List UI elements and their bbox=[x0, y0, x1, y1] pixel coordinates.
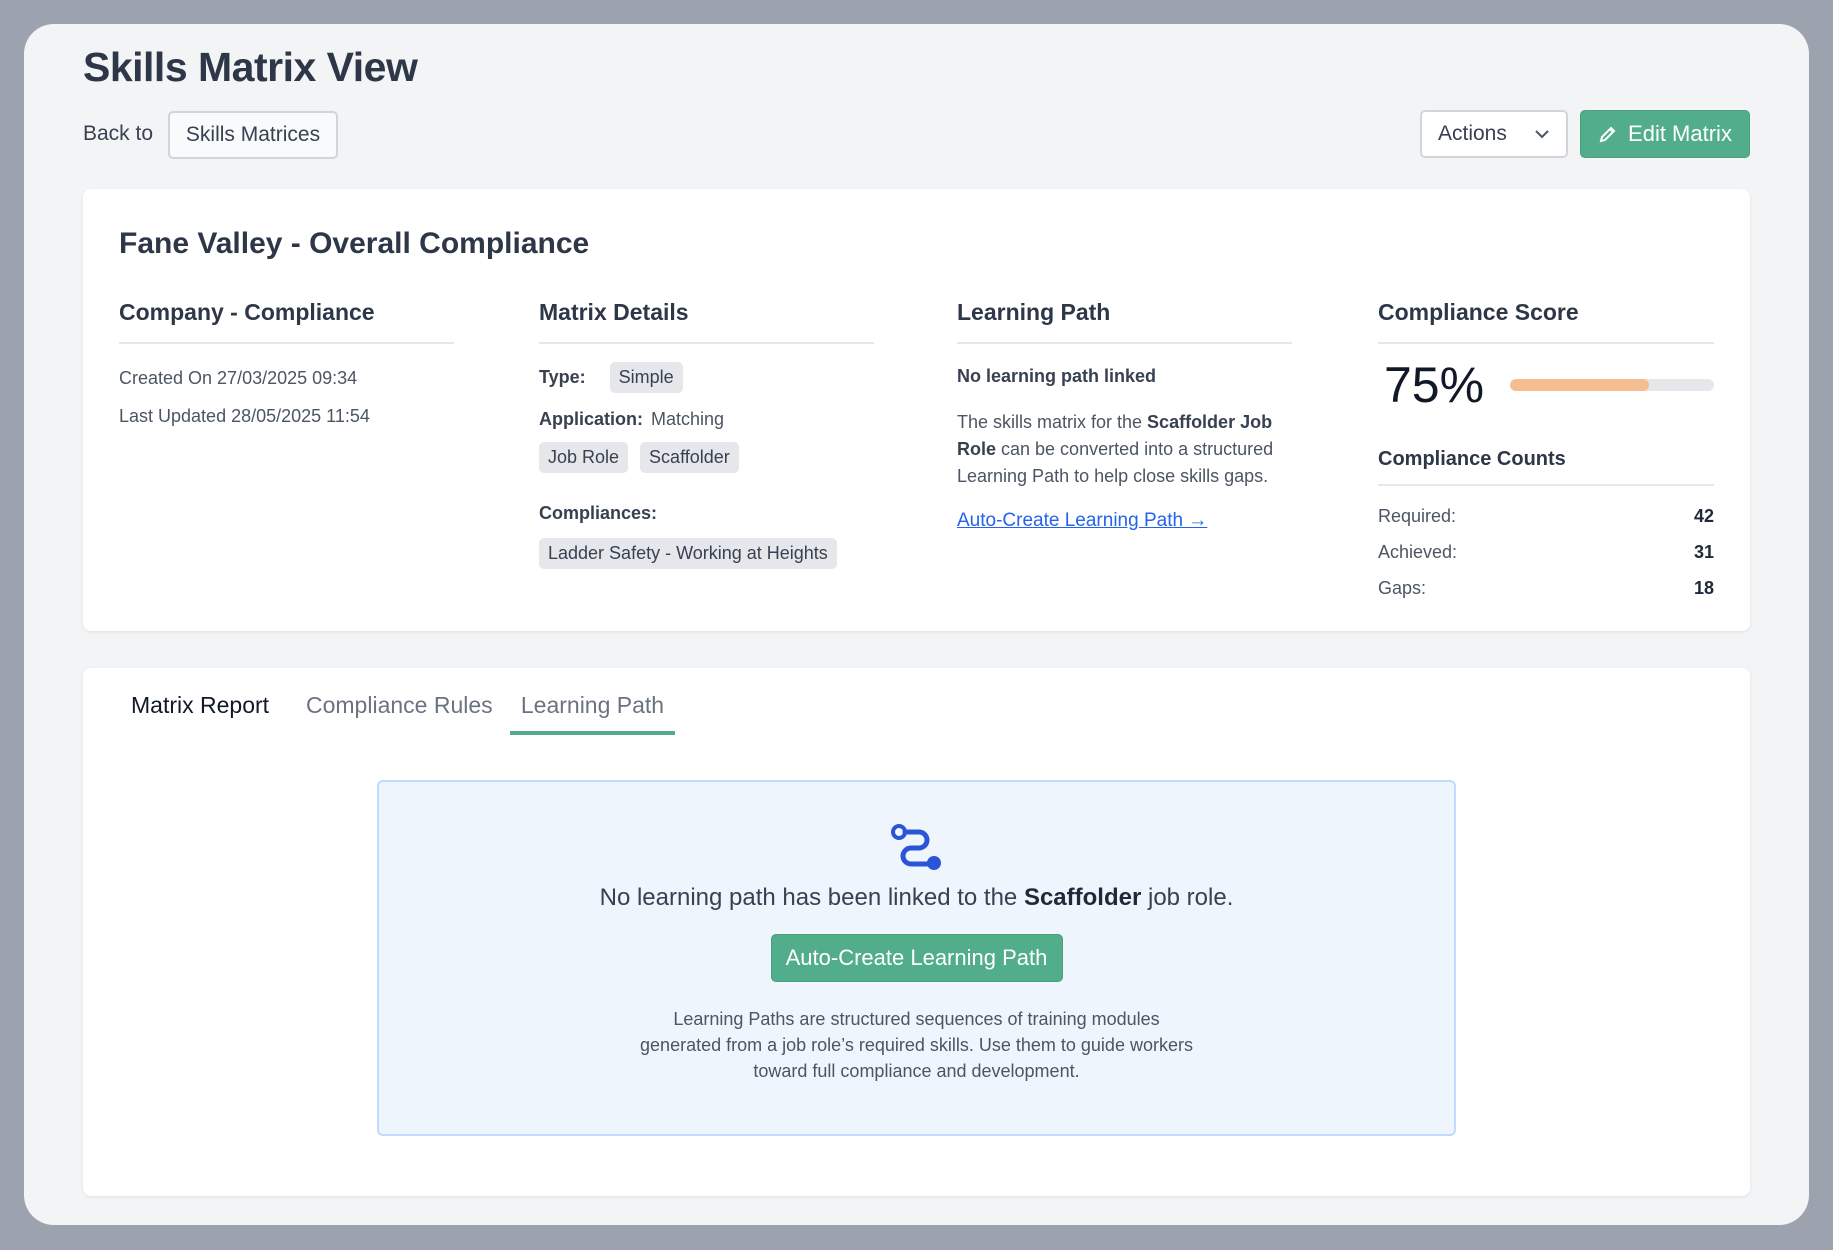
count-achieved: Achieved: 31 bbox=[1378, 534, 1714, 570]
overview-title: Fane Valley - Overall Compliance bbox=[119, 227, 590, 260]
tab-matrix-report[interactable]: Matrix Report bbox=[131, 692, 270, 718]
score-progress-bar bbox=[1510, 379, 1714, 391]
job-role-chip: Job Role bbox=[539, 442, 629, 473]
msg-text: No learning path has been linked to the bbox=[599, 884, 1024, 911]
auto-create-link[interactable]: Auto-Create Learning Path → bbox=[957, 510, 1208, 531]
last-updated: Last Updated 28/05/2025 11:54 bbox=[119, 406, 370, 426]
company-heading: Company - Compliance bbox=[119, 299, 454, 344]
count-value: 18 bbox=[1693, 577, 1714, 598]
chevron-down-icon bbox=[1535, 130, 1549, 139]
score-progress-fill bbox=[1510, 379, 1649, 391]
application-label: Application: bbox=[539, 409, 643, 429]
auto-create-learning-path-button[interactable]: Auto-Create Learning Path bbox=[770, 934, 1063, 982]
edit-matrix-button[interactable]: Edit Matrix bbox=[1580, 110, 1750, 158]
matrix-details-column: Matrix Details Type: Simple Application: M… bbox=[539, 299, 874, 569]
empty-state: No learning path has been linked to the … bbox=[377, 780, 1456, 1136]
tab-compliance-rules[interactable]: Compliance Rules bbox=[306, 692, 493, 718]
actions-dropdown[interactable]: Actions bbox=[1420, 110, 1568, 158]
msg-text-end: job role. bbox=[1141, 884, 1234, 911]
route-icon bbox=[890, 824, 941, 870]
counts-heading: Compliance Counts bbox=[1378, 448, 1714, 486]
desc-text: The skills matrix for the bbox=[957, 412, 1148, 432]
learning-path-status: No learning path linked bbox=[957, 366, 1157, 386]
overview-card: Fane Valley - Overall Compliance Company… bbox=[83, 189, 1750, 631]
count-label: Achieved: bbox=[1378, 541, 1458, 562]
desc-line: generated from a job role’s required ski… bbox=[640, 1035, 1193, 1055]
count-value: 42 bbox=[1693, 505, 1714, 526]
empty-description: Learning Paths are structured sequences … bbox=[379, 1006, 1454, 1084]
pencil-icon bbox=[1599, 126, 1616, 143]
count-label: Required: bbox=[1378, 505, 1457, 526]
desc-text-end: can be converted into a structured Learn… bbox=[957, 439, 1274, 486]
desc-line: toward full compliance and development. bbox=[753, 1061, 1080, 1081]
count-value: 31 bbox=[1693, 541, 1714, 562]
actions-label: Actions bbox=[1438, 122, 1507, 145]
type-chip: Simple bbox=[609, 362, 683, 393]
company-column: Company - Compliance Created On 27/03/20… bbox=[119, 299, 454, 426]
empty-message: No learning path has been linked to the … bbox=[379, 884, 1454, 912]
count-label: Gaps: bbox=[1378, 577, 1427, 598]
scaffolder-chip: Scaffolder bbox=[640, 442, 739, 473]
back-button-label: Skills Matrices bbox=[185, 123, 321, 146]
learning-path-column: Learning Path No learning path linked Th… bbox=[957, 299, 1292, 532]
score-heading: Compliance Score bbox=[1378, 299, 1714, 344]
msg-bold: Scaffolder bbox=[1023, 884, 1142, 911]
back-skills-matrices-button[interactable]: Skills Matrices bbox=[168, 111, 338, 159]
score-value: 75% bbox=[1384, 357, 1485, 413]
counts-list: Required: 42 Achieved: 31 Gaps: 18 bbox=[1378, 498, 1714, 606]
desc-line: Learning Paths are structured sequences … bbox=[673, 1009, 1160, 1029]
compliance-score-column: Compliance Score 75% Compliance Counts R… bbox=[1378, 299, 1714, 606]
tab-learning-path[interactable]: Learning Path bbox=[510, 692, 675, 735]
compliances-label: Compliances: bbox=[539, 503, 658, 523]
desc-bold: Scaffolder Job Role bbox=[957, 412, 1273, 459]
count-required: Required: 42 bbox=[1378, 498, 1714, 534]
type-label: Type: bbox=[539, 367, 586, 387]
learning-path-description: The skills matrix for the Scaffolder Job… bbox=[957, 409, 1292, 490]
learning-path-heading: Learning Path bbox=[957, 299, 1292, 344]
count-gaps: Gaps: 18 bbox=[1378, 570, 1714, 606]
compliance-chip: Ladder Safety - Working at Heights bbox=[539, 538, 837, 569]
back-to-label: Back to bbox=[83, 122, 154, 145]
edit-matrix-label: Edit Matrix bbox=[1628, 121, 1732, 146]
tabs-card: Matrix Report Compliance Rules Learning … bbox=[83, 668, 1750, 1196]
matrix-details-heading: Matrix Details bbox=[539, 299, 874, 344]
created-on: Created On 27/03/2025 09:34 bbox=[119, 368, 358, 388]
auto-create-label: Auto-Create Learning Path bbox=[785, 945, 1048, 970]
page-title: Skills Matrix View bbox=[83, 44, 418, 90]
application-value: Matching bbox=[651, 409, 725, 429]
